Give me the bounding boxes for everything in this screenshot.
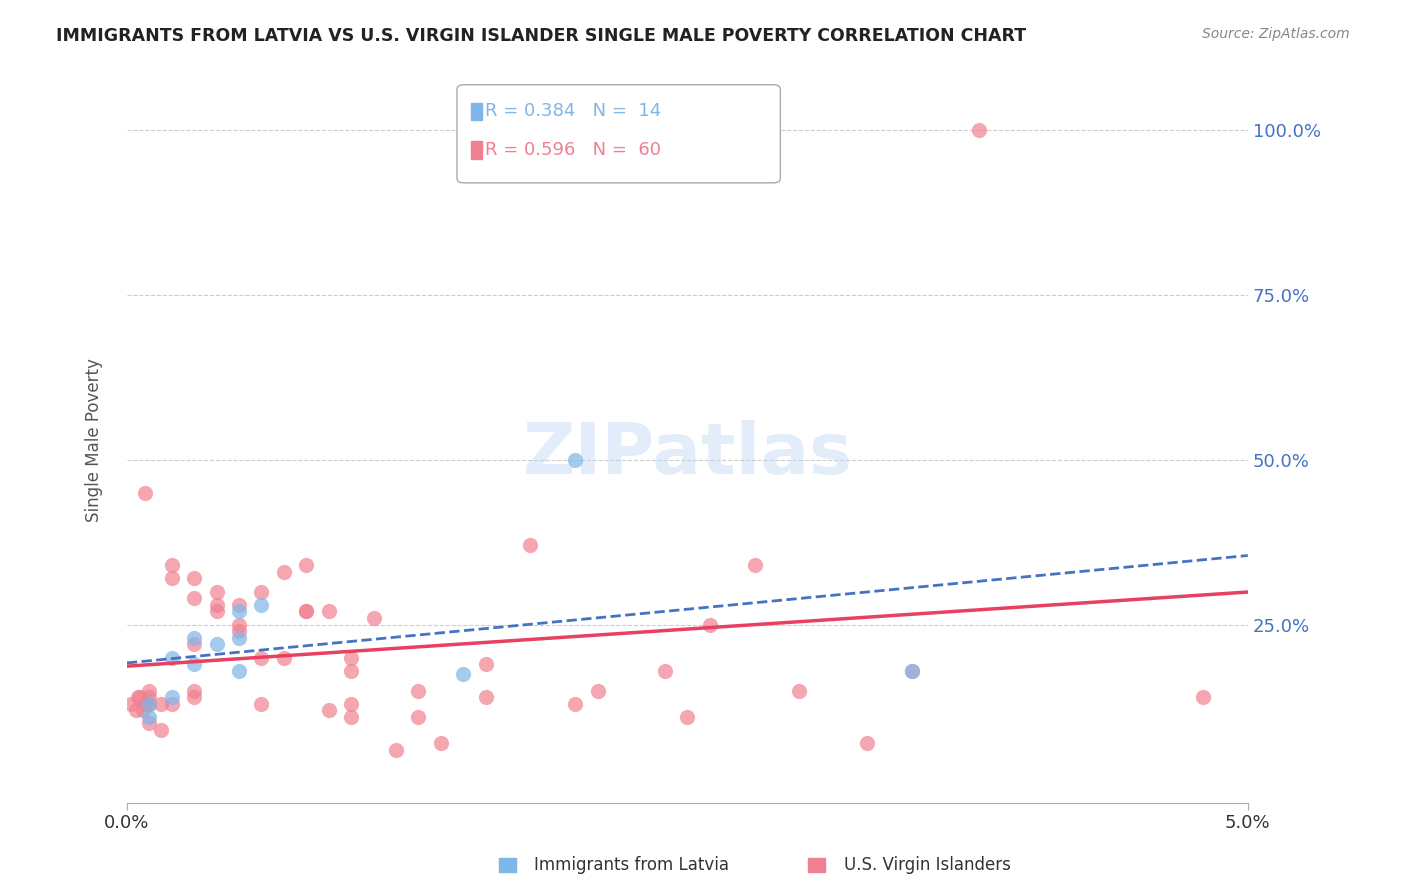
Point [183, 657, 205, 672]
Point [127, 690, 149, 705]
Point [160, 690, 183, 705]
Point [363, 611, 385, 625]
Point [129, 690, 152, 705]
Point [654, 664, 676, 678]
Point [340, 697, 363, 711]
Point [564, 452, 586, 467]
Point [340, 650, 363, 665]
Point [340, 664, 363, 678]
Text: Source: ZipAtlas.com: Source: ZipAtlas.com [1202, 27, 1350, 41]
Point [149, 697, 172, 711]
Point [744, 558, 766, 573]
Point [138, 716, 160, 731]
Point [295, 604, 318, 618]
Point [160, 650, 183, 665]
Point [385, 743, 408, 757]
Point [228, 631, 250, 645]
Point [855, 736, 877, 750]
Text: IMMIGRANTS FROM LATVIA VS U.S. VIRGIN ISLANDER SINGLE MALE POVERTY CORRELATION C: IMMIGRANTS FROM LATVIA VS U.S. VIRGIN IS… [56, 27, 1026, 45]
Point [564, 697, 586, 711]
Text: R = 0.384   N =  14: R = 0.384 N = 14 [485, 103, 661, 120]
Point [205, 604, 228, 618]
Text: Immigrants from Latvia: Immigrants from Latvia [534, 856, 730, 874]
Point [183, 591, 205, 606]
Point [149, 723, 172, 737]
Point [160, 558, 183, 573]
Point [138, 697, 160, 711]
Point [474, 657, 496, 672]
Text: U.S. Virgin Islanders: U.S. Virgin Islanders [844, 856, 1011, 874]
Point [205, 637, 228, 651]
Point [183, 683, 205, 698]
Point [138, 683, 160, 698]
Point [228, 598, 250, 612]
Point [474, 690, 496, 705]
Point [295, 604, 318, 618]
Point [318, 604, 340, 618]
Point [160, 697, 183, 711]
Point [250, 584, 273, 599]
Point [250, 650, 273, 665]
Point [138, 710, 160, 724]
Point [131, 703, 153, 717]
Point [295, 558, 318, 573]
Text: R = 0.596   N =  60: R = 0.596 N = 60 [485, 141, 661, 159]
Point [134, 485, 156, 500]
Point [699, 617, 721, 632]
Text: ZIPatlas: ZIPatlas [522, 420, 852, 489]
Point [318, 703, 340, 717]
Point [429, 736, 451, 750]
Point [183, 631, 205, 645]
Point [408, 710, 430, 724]
Point [138, 697, 160, 711]
Point [138, 690, 160, 705]
Point [228, 624, 250, 639]
Point [586, 683, 609, 698]
Point [125, 703, 148, 717]
Point [228, 617, 250, 632]
Point [205, 598, 228, 612]
Point [1192, 690, 1215, 705]
Point [250, 697, 273, 711]
Point [250, 598, 273, 612]
Point [340, 710, 363, 724]
Point [134, 697, 156, 711]
Point [676, 710, 699, 724]
Point [967, 123, 990, 137]
Point [900, 664, 922, 678]
Point [183, 637, 205, 651]
Point [120, 697, 142, 711]
Point [273, 565, 295, 579]
Point [519, 539, 541, 553]
Point [205, 584, 228, 599]
Point [900, 664, 922, 678]
Point [183, 571, 205, 585]
Point [408, 683, 430, 698]
Point [228, 604, 250, 618]
Point [183, 690, 205, 705]
Point [228, 664, 250, 678]
Point [451, 667, 474, 681]
Point [160, 571, 183, 585]
Point [273, 650, 295, 665]
Point [789, 683, 811, 698]
Y-axis label: Single Male Poverty: Single Male Poverty [86, 358, 103, 522]
